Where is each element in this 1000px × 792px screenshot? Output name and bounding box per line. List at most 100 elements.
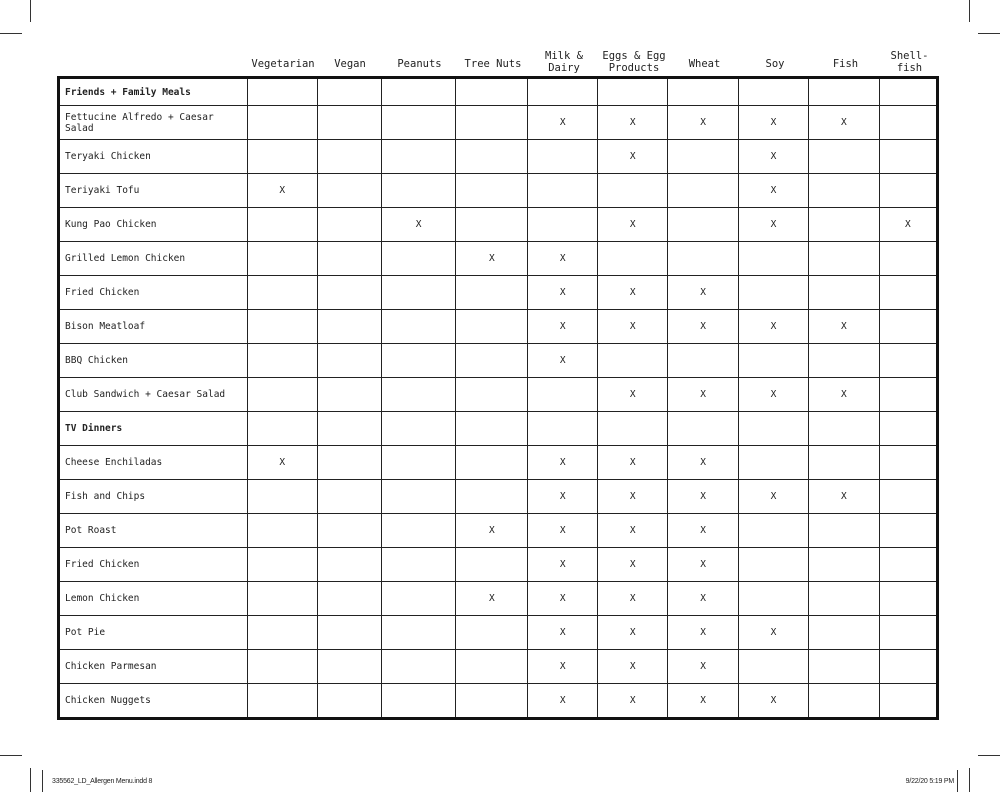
allergen-cell [667, 343, 740, 378]
table-row: Kung Pao Chicken X X X X [58, 207, 939, 242]
dish-name: Fried Chicken [58, 547, 248, 582]
dish-name: Teriyaki Tofu [58, 173, 248, 208]
allergen-cell [807, 343, 880, 378]
allergen-cell [527, 173, 599, 208]
allergen-cell: X [878, 207, 939, 242]
allergen-cell: X [738, 683, 809, 719]
allergen-cell: X [667, 649, 740, 684]
allergen-cell: X [246, 445, 318, 480]
allergen-cell [738, 241, 809, 276]
dish-name: Fettucine Alfredo + Caesar Salad [58, 105, 248, 140]
allergen-cell [316, 77, 382, 106]
column-header: Vegan [334, 58, 366, 70]
allergen-cell: X [667, 683, 740, 719]
allergen-cell [380, 77, 457, 106]
allergen-cell [246, 139, 318, 174]
allergen-cell: X [597, 547, 669, 582]
allergen-cell: X [597, 207, 669, 242]
allergen-cell [878, 513, 939, 548]
allergen-cell [380, 649, 457, 684]
column-header: Milk & Dairy [545, 50, 583, 74]
column-header: Vegetarian [251, 58, 315, 70]
allergen-cell: X [807, 105, 880, 140]
crop-mark [0, 33, 22, 34]
allergen-cell [807, 275, 880, 310]
allergen-cell [455, 649, 529, 684]
allergen-cell [807, 411, 880, 446]
table-row: Fettucine Alfredo + Caesar Salad X X X X X [58, 105, 939, 140]
allergen-cell [455, 615, 529, 650]
allergen-cell [807, 649, 880, 684]
allergen-cell: X [738, 207, 809, 242]
allergen-cell [455, 77, 529, 106]
allergen-cell: X [527, 683, 599, 719]
allergen-cell [878, 173, 939, 208]
column-header: Tree Nuts [464, 58, 522, 70]
table-row: Pot Roast X X X X [58, 513, 939, 548]
allergen-cell [380, 615, 457, 650]
allergen-cell [667, 173, 740, 208]
dish-name: Teryaki Chicken [58, 139, 248, 174]
allergen-cell [807, 173, 880, 208]
allergen-cell [807, 241, 880, 276]
allergen-cell: X [380, 207, 457, 242]
allergen-cell [738, 513, 809, 548]
allergen-cell [380, 139, 457, 174]
allergen-cell [316, 649, 382, 684]
allergen-cell [667, 139, 740, 174]
allergen-cell [738, 275, 809, 310]
allergen-cell [246, 241, 318, 276]
allergen-cell: X [597, 581, 669, 616]
allergen-cell [316, 411, 382, 446]
dish-name: Bison Meatloaf [58, 309, 248, 344]
crop-mark [957, 770, 958, 792]
footer-timestamp: 9/22/20 5:19 PM [905, 778, 955, 785]
allergen-cell [246, 479, 318, 514]
section-title: TV Dinners [58, 411, 248, 446]
allergen-cell [455, 479, 529, 514]
allergen-cell [455, 343, 529, 378]
allergen-cell [380, 343, 457, 378]
allergen-cell [246, 377, 318, 412]
allergen-cell: X [807, 479, 880, 514]
allergen-cell [878, 445, 939, 480]
allergen-cell [316, 581, 382, 616]
allergen-cell [380, 683, 457, 719]
allergen-cell: X [667, 445, 740, 480]
allergen-cell [380, 513, 457, 548]
allergen-cell [380, 547, 457, 582]
allergen-cell [380, 309, 457, 344]
allergen-cell: X [667, 309, 740, 344]
allergen-cell [316, 479, 382, 514]
table-row: Cheese Enchiladas X X X X [58, 445, 939, 480]
allergen-cell: X [527, 513, 599, 548]
allergen-cell: X [667, 377, 740, 412]
crop-mark [30, 0, 31, 22]
allergen-cell [527, 377, 599, 412]
allergen-cell [878, 615, 939, 650]
crop-mark [978, 33, 1000, 34]
dish-name: Pot Roast [58, 513, 248, 548]
allergen-cell [246, 683, 318, 719]
allergen-cell: X [527, 547, 599, 582]
dish-name: Chicken Parmesan [58, 649, 248, 684]
dish-name: BBQ Chicken [58, 343, 248, 378]
allergen-cell [807, 513, 880, 548]
allergen-cell [738, 581, 809, 616]
allergen-cell: X [527, 615, 599, 650]
allergen-cell [807, 207, 880, 242]
allergen-cell [455, 683, 529, 719]
table-row: Fish and Chips X X X X X [58, 479, 939, 514]
column-header: Soy [765, 58, 785, 70]
dish-name: Cheese Enchiladas [58, 445, 248, 480]
table-row: BBQ Chicken X [58, 343, 939, 378]
allergen-cell: X [246, 173, 318, 208]
crop-mark [30, 768, 31, 792]
allergen-cell: X [597, 479, 669, 514]
column-header: Wheat [688, 58, 721, 70]
allergen-cell [597, 173, 669, 208]
table-row: Grilled Lemon Chicken X X [58, 241, 939, 276]
allergen-cell [878, 547, 939, 582]
allergen-cell [878, 275, 939, 310]
allergen-cell: X [597, 139, 669, 174]
